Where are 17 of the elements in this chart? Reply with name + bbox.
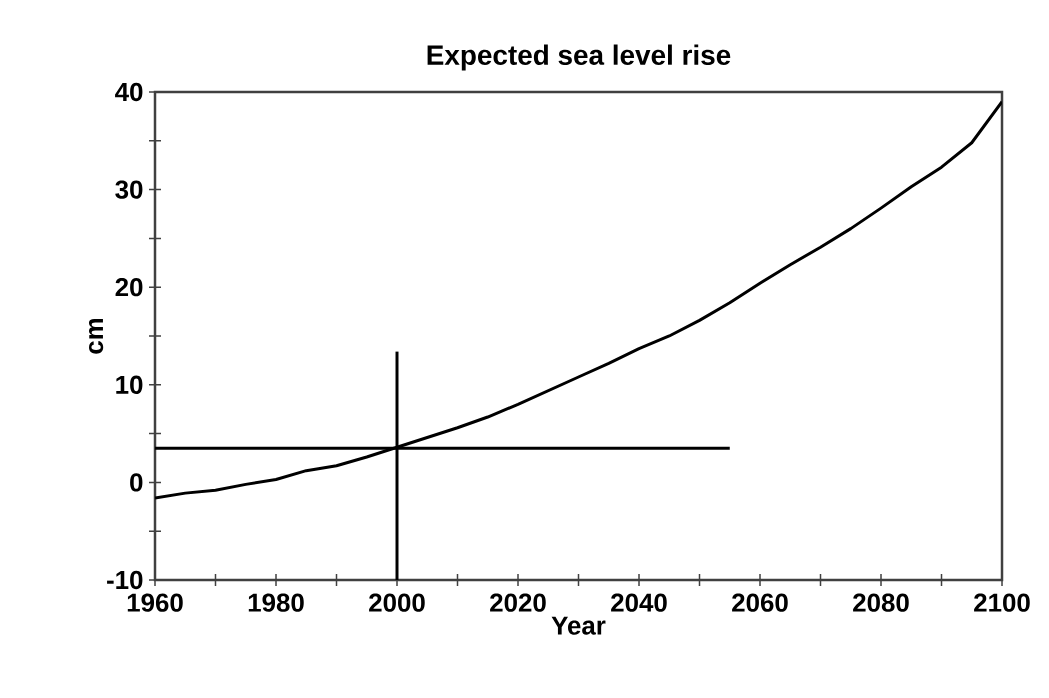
y-tick-label: 10 xyxy=(116,375,143,394)
x-tick-label: 2060 xyxy=(732,593,788,612)
y-axis-title: cm xyxy=(89,318,104,354)
y-tick-label: 0 xyxy=(130,473,143,492)
x-tick-label: 2100 xyxy=(974,593,1030,612)
x-tick-label: 1960 xyxy=(127,593,183,612)
y-tick-label: 30 xyxy=(115,180,143,199)
x-tick-label: 2000 xyxy=(369,593,425,612)
x-tick-label: 2080 xyxy=(853,593,909,612)
x-axis-title: Year xyxy=(551,616,606,635)
x-tick-label: 2040 xyxy=(611,593,667,612)
x-tick-label: 1980 xyxy=(248,593,304,612)
y-tick-label: 20 xyxy=(115,278,143,297)
chart-title: Expected sea level rise xyxy=(427,44,731,71)
y-tick-label: 40 xyxy=(115,82,143,102)
x-tick-label: 2020 xyxy=(490,593,546,612)
y-tick-label: -10 xyxy=(107,570,143,590)
